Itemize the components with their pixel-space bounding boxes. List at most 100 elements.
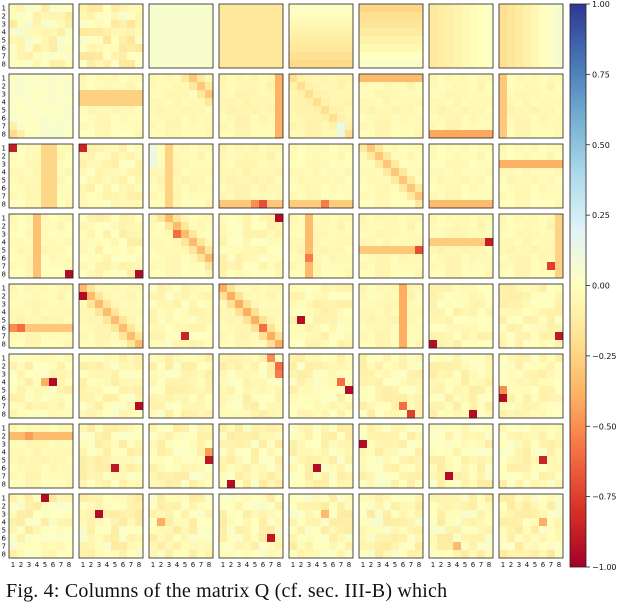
heatmap-cell	[461, 254, 470, 263]
heatmap-cell	[9, 28, 18, 37]
heatmap-cell	[197, 472, 206, 481]
heatmap-cell	[157, 60, 166, 69]
heatmap-cell	[297, 542, 306, 551]
heatmap-cell	[485, 502, 494, 511]
heatmap-cell	[383, 98, 392, 107]
heatmap-cell	[407, 534, 416, 543]
heatmap-cell	[235, 308, 244, 317]
x-tick-label: 7	[59, 561, 63, 569]
heatmap-cell	[499, 74, 508, 83]
heatmap-cell	[235, 222, 244, 231]
heatmap-cell	[267, 144, 276, 153]
heatmap-cell	[149, 362, 158, 371]
heatmap-cell	[127, 44, 136, 53]
heatmap-cell	[205, 494, 214, 503]
heatmap-cell	[17, 464, 26, 473]
heatmap-cell	[251, 440, 260, 449]
heatmap-cell	[275, 74, 284, 83]
heatmap-cell	[507, 456, 516, 465]
y-tick-label: 1	[2, 215, 6, 223]
heatmap-cell	[33, 98, 42, 107]
heatmap-cell	[243, 542, 252, 551]
heatmap-cell	[65, 394, 74, 403]
heatmap-cell	[461, 20, 470, 29]
heatmap-cell	[345, 246, 354, 255]
heatmap-cell	[33, 4, 42, 13]
heatmap-cell	[243, 230, 252, 239]
heatmap-cell	[41, 502, 50, 511]
heatmap-cell	[477, 284, 486, 293]
heatmap-cell	[57, 472, 66, 481]
heatmap-cell	[499, 402, 508, 411]
heatmap-cell	[95, 184, 104, 193]
heatmap-cell	[25, 246, 34, 255]
heatmap-cell	[197, 98, 206, 107]
heatmap-cell	[235, 184, 244, 193]
heatmap-cell	[189, 448, 198, 457]
heatmap-cell	[375, 90, 384, 99]
heatmap-cell	[227, 292, 236, 301]
heatmap-cell	[181, 28, 190, 37]
heatmap-cell	[531, 480, 540, 489]
heatmap-cell	[367, 526, 376, 535]
heatmap-cell	[367, 74, 376, 83]
heatmap-cell	[547, 292, 556, 301]
heatmap-cell	[429, 480, 438, 489]
panel-frame	[8, 493, 74, 559]
heatmap-cell	[289, 362, 298, 371]
heatmap-cell	[437, 332, 446, 341]
heatmap-cell	[119, 20, 128, 29]
heatmap-cell	[305, 440, 314, 449]
heatmap-cell	[429, 60, 438, 69]
heatmap-cell	[205, 200, 214, 209]
heatmap-cell	[437, 246, 446, 255]
heatmap-cell	[469, 28, 478, 37]
heatmap-cell	[33, 472, 42, 481]
heatmap-cell	[219, 410, 228, 419]
heatmap-cell	[103, 526, 112, 535]
heatmap-cell	[267, 262, 276, 271]
heatmap-cell	[507, 114, 516, 123]
heatmap-cell	[329, 122, 338, 131]
heatmap-cell	[359, 254, 368, 263]
heatmap-cell	[103, 44, 112, 53]
heatmap-cell	[297, 440, 306, 449]
heatmap-cell	[329, 518, 338, 527]
heatmap-cell	[485, 222, 494, 231]
heatmap-cell	[259, 402, 268, 411]
y-tick-label: 8	[2, 551, 6, 559]
heatmap-cell	[251, 98, 260, 107]
heatmap-cell	[197, 82, 206, 91]
x-tick-label: 4	[35, 561, 40, 569]
heatmap-cell	[9, 448, 18, 457]
heatmap-cell	[57, 238, 66, 247]
heatmap-cell	[49, 230, 58, 239]
heatmap-cell	[461, 122, 470, 131]
heatmap-cell	[79, 90, 88, 99]
heatmap-cell	[95, 534, 104, 543]
heatmap-cell	[445, 214, 454, 223]
heatmap-cell	[297, 36, 306, 45]
heatmap-cell	[135, 230, 144, 239]
heatmap-cell	[329, 332, 338, 341]
heatmap-cell	[499, 316, 508, 325]
heatmap-cell	[297, 534, 306, 543]
heatmap-cell	[267, 168, 276, 177]
heatmap-cell	[383, 394, 392, 403]
x-tick-label: 3	[447, 561, 451, 569]
panel-r3-c5	[288, 143, 354, 209]
heatmap-cell	[359, 284, 368, 293]
heatmap-cell	[33, 518, 42, 527]
heatmap-cell	[453, 36, 462, 45]
heatmap-cell	[103, 230, 112, 239]
heatmap-cell	[251, 332, 260, 341]
heatmap-cell	[345, 176, 354, 185]
heatmap-cell	[313, 90, 322, 99]
heatmap-cell	[383, 270, 392, 279]
heatmap-cell	[345, 222, 354, 231]
heatmap-cell	[375, 440, 384, 449]
heatmap-cell	[181, 526, 190, 535]
heatmap-cell	[157, 44, 166, 53]
heatmap-cell	[547, 370, 556, 379]
heatmap-cell	[251, 340, 260, 349]
